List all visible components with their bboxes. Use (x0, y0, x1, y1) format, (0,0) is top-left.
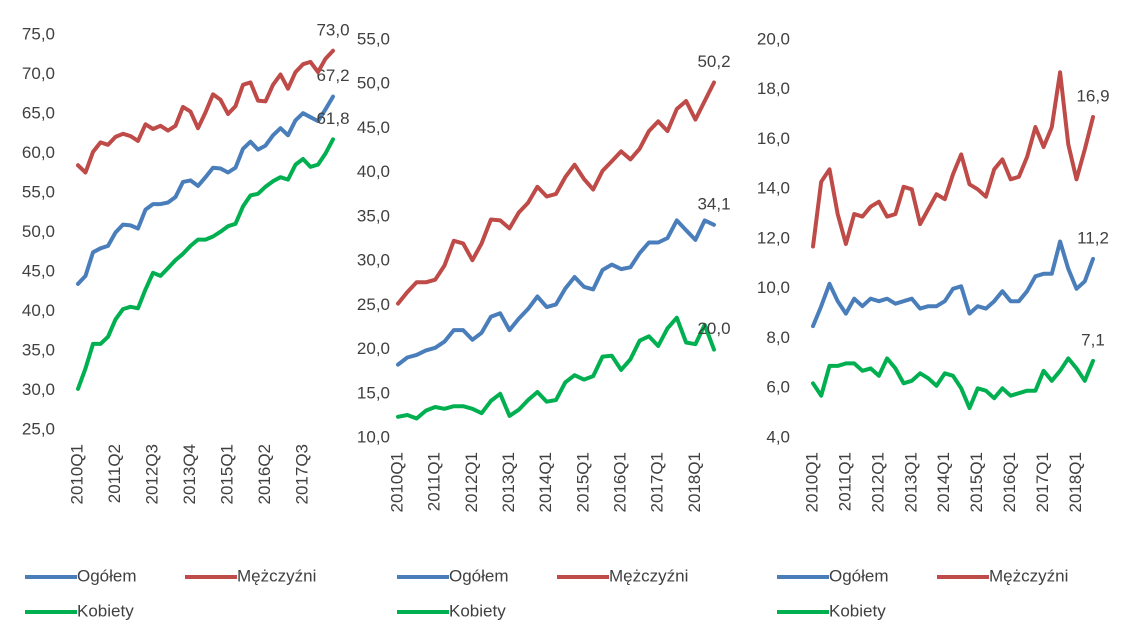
data-label: 61,8 (316, 109, 349, 128)
x-tick-label: 2015Q1 (967, 452, 986, 513)
x-tick-label: 2012Q3 (142, 444, 161, 505)
y-tick-label: 30,0 (22, 380, 55, 399)
data-label: 20,0 (697, 319, 730, 338)
x-tick-label: 2013Q1 (901, 452, 920, 513)
x-tick-label: 2014Q1 (934, 452, 953, 513)
legend-label: Kobiety (829, 601, 886, 620)
y-tick-label: 50,0 (357, 74, 390, 93)
x-tick-label: 2016Q1 (1000, 452, 1019, 513)
x-tick-label: 2016Q1 (611, 452, 630, 513)
legend-label: Ogółem (829, 566, 889, 585)
x-tick-label: 2014Q1 (536, 452, 555, 513)
y-tick-label: 30,0 (357, 251, 390, 270)
x-tick-label: 2018Q1 (685, 452, 704, 513)
series-line (811, 239, 1095, 329)
x-tick-label: 2010Q1 (387, 452, 406, 513)
x-tick-label: 2018Q1 (1066, 452, 1085, 513)
y-tick-label: 60,0 (22, 143, 55, 162)
x-tick-label: 2013Q1 (499, 452, 518, 513)
y-tick-label: 20,0 (357, 339, 390, 358)
data-label: 67,2 (316, 66, 349, 85)
series-line (396, 218, 716, 367)
series-line (76, 137, 335, 391)
y-tick-label: 40,0 (357, 162, 390, 181)
y-tick-label: 20,0 (757, 29, 790, 48)
y-tick-label: 15,0 (357, 383, 390, 402)
y-tick-label: 10,0 (357, 427, 390, 446)
legend-label: Ogółem (77, 566, 137, 585)
x-tick-label: 2017Q1 (1033, 452, 1052, 513)
legend-label: Ogółem (449, 566, 509, 585)
x-tick-label: 2016Q2 (255, 444, 274, 505)
y-tick-label: 65,0 (22, 103, 55, 122)
y-tick-label: 35,0 (22, 340, 55, 359)
data-label: 73,0 (316, 20, 349, 39)
y-tick-label: 12,0 (757, 228, 790, 247)
legend-label: Mężczyźni (989, 566, 1068, 585)
series-line (811, 356, 1095, 411)
x-tick-label: 2011Q2 (105, 444, 124, 503)
y-tick-label: 18,0 (757, 79, 790, 98)
data-label: 11,2 (1077, 228, 1109, 247)
x-tick-label: 2017Q1 (648, 452, 667, 513)
y-tick-label: 55,0 (357, 29, 390, 48)
y-tick-label: 55,0 (22, 182, 55, 201)
data-label: 7,1 (1081, 330, 1105, 349)
y-tick-label: 8,0 (766, 328, 790, 347)
y-tick-label: 10,0 (757, 278, 790, 297)
y-tick-label: 70,0 (22, 64, 55, 83)
x-tick-label: 2012Q1 (868, 452, 887, 513)
y-tick-label: 14,0 (757, 179, 790, 198)
x-tick-label: 2015Q1 (573, 452, 592, 513)
series-line (811, 70, 1095, 249)
legend-label: Kobiety (449, 601, 506, 620)
series-line (76, 94, 335, 286)
x-tick-label: 2015Q1 (217, 444, 236, 505)
y-tick-label: 35,0 (357, 206, 390, 225)
y-tick-label: 45,0 (22, 261, 55, 280)
legend-label: Mężczyźni (237, 566, 316, 585)
y-tick-label: 16,0 (757, 129, 790, 148)
y-tick-label: 45,0 (357, 118, 390, 137)
y-tick-label: 6,0 (766, 378, 790, 397)
y-tick-label: 25,0 (357, 295, 390, 314)
data-label: 34,1 (697, 194, 730, 213)
series-line (396, 315, 716, 421)
y-tick-label: 25,0 (22, 419, 55, 438)
y-tick-label: 50,0 (22, 222, 55, 241)
x-tick-label: 2010Q1 (802, 452, 821, 513)
series-line (396, 80, 716, 306)
x-tick-label: 2011Q1 (835, 452, 854, 511)
y-tick-label: 40,0 (22, 301, 55, 320)
legend-label: Mężczyźni (609, 566, 688, 585)
data-label: 16,9 (1076, 87, 1109, 106)
y-tick-label: 75,0 (22, 24, 55, 43)
legend-label: Kobiety (77, 601, 134, 620)
series-line (76, 48, 335, 175)
y-tick-label: 4,0 (766, 427, 790, 446)
x-tick-label: 2017Q3 (292, 444, 311, 505)
x-tick-label: 2010Q1 (67, 444, 86, 505)
x-tick-label: 2011Q1 (425, 452, 444, 511)
data-label: 50,2 (697, 52, 730, 71)
x-tick-label: 2012Q1 (462, 452, 481, 513)
x-tick-label: 2013Q4 (180, 444, 199, 505)
